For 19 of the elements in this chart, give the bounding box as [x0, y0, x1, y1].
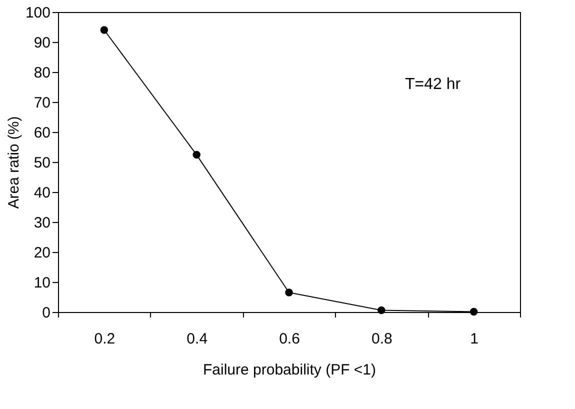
annotation: T=42 hr — [405, 76, 462, 93]
y-tick-label: 100 — [25, 4, 50, 22]
x-tick-label: 0.6 — [279, 330, 300, 348]
x-tick-label: 0.2 — [94, 330, 116, 348]
y-tick-label: 0 — [42, 304, 50, 322]
x-tick-label: 0.4 — [186, 330, 208, 348]
y-tick-label: 40 — [34, 184, 50, 202]
y-tick-label: 50 — [34, 154, 50, 172]
y-tick-label: 30 — [34, 214, 50, 232]
y-tick-label: 10 — [34, 274, 50, 292]
x-tick-label: 0.8 — [371, 330, 392, 348]
y-tick-label: 60 — [34, 124, 50, 142]
y-tick-label: 80 — [34, 64, 50, 82]
y-tick-label: 90 — [34, 34, 50, 52]
x-axis-title: Failure probability (PF <1) — [203, 362, 376, 378]
x-tick-label: 1 — [470, 330, 478, 348]
y-tick-label: 20 — [34, 244, 50, 262]
y-tick-label: 70 — [34, 94, 50, 112]
y-axis-title: Area ratio (%) — [5, 116, 22, 209]
